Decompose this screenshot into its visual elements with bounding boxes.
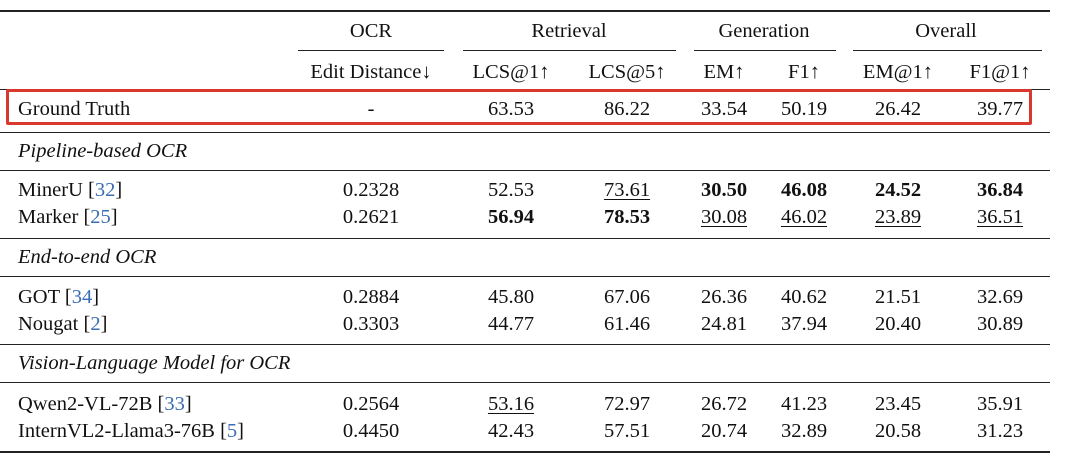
cell-lcs5: 72.97	[603, 393, 651, 415]
cell-f1: 37.94	[780, 313, 828, 335]
cell-lcs1: 44.77	[487, 313, 535, 335]
group-rule-retrieval	[463, 50, 676, 51]
subheader-f1: F1↑	[788, 61, 820, 83]
bottom-rule	[0, 451, 1050, 453]
group-header-ocr: OCR	[349, 20, 393, 42]
ground-truth-f1: 50.19	[780, 98, 828, 120]
group-rule-ocr	[298, 50, 444, 51]
cell-f11: 30.89	[976, 313, 1024, 335]
cell-lcs5: 67.06	[603, 286, 651, 308]
method-label: Marker	[18, 206, 79, 228]
cell-lcs5: 78.53	[603, 206, 651, 228]
subheader-edit-distance: Edit Distance↓	[310, 61, 432, 83]
cell-em1: 24.52	[874, 179, 922, 201]
method-name: InternVL2-Llama3-76B [5]	[18, 420, 244, 442]
cell-lcs1: 56.94	[487, 206, 535, 228]
cell-f11: 35.91	[976, 393, 1024, 415]
cell-em1: 23.89	[874, 206, 922, 228]
subheader-f11: F1@1↑	[969, 61, 1031, 83]
cell-edit-distance: 0.2884	[342, 286, 400, 308]
method-name: Nougat [2]	[18, 313, 108, 335]
citation-link[interactable]: 25	[90, 206, 111, 228]
citation-link[interactable]: 32	[94, 179, 116, 201]
method-label: GOT	[18, 286, 60, 308]
ground-truth-em1: 26.42	[874, 98, 922, 120]
group-rule-generation	[694, 50, 836, 51]
top-rule	[0, 10, 1050, 12]
cell-em: 30.50	[700, 179, 748, 201]
cell-f11: 31.23	[976, 420, 1024, 442]
cell-f1: 46.08	[780, 179, 828, 201]
ground-truth-label: Ground Truth	[18, 98, 131, 120]
section-rule	[0, 170, 1050, 171]
cell-em: 20.74	[700, 420, 748, 442]
cell-edit-distance: 0.2621	[342, 206, 400, 228]
group-rule-overall	[853, 50, 1042, 51]
cell-em: 26.72	[700, 393, 748, 415]
ground-truth-lcs5: 86.22	[603, 98, 651, 120]
method-name: MinerU [32]	[18, 179, 123, 201]
section-rule	[0, 344, 1050, 345]
cell-em1: 21.51	[874, 286, 922, 308]
section-title: Pipeline-based OCR	[18, 140, 188, 162]
ground-truth-highlight	[6, 89, 1032, 125]
group-header-overall: Overall	[915, 20, 977, 42]
cell-f11: 32.69	[976, 286, 1024, 308]
ground-truth-f11: 39.77	[976, 98, 1024, 120]
section-rule	[0, 276, 1050, 277]
cell-lcs1: 42.43	[487, 420, 535, 442]
citation-link[interactable]: 5	[226, 420, 238, 442]
method-name: Qwen2-VL-72B [33]	[18, 393, 192, 415]
cell-f1: 40.62	[780, 286, 828, 308]
cell-em: 30.08	[700, 206, 748, 228]
cell-em: 26.36	[700, 286, 748, 308]
cell-lcs5: 73.61	[603, 179, 651, 201]
cell-edit-distance: 0.2328	[342, 179, 400, 201]
cell-lcs1: 45.80	[487, 286, 535, 308]
ground-truth-edit-distance: -	[367, 98, 375, 120]
ground-truth-em: 33.54	[700, 98, 748, 120]
section-rule	[0, 382, 1050, 383]
ground-truth-lcs1: 63.53	[487, 98, 535, 120]
group-header-retrieval: Retrieval	[531, 20, 607, 42]
method-label: InternVL2-Llama3-76B	[18, 420, 215, 442]
cell-lcs5: 57.51	[603, 420, 651, 442]
method-label: Qwen2-VL-72B	[18, 393, 153, 415]
cell-lcs1: 52.53	[487, 179, 535, 201]
citation-link[interactable]: 33	[164, 393, 185, 415]
cell-lcs5: 61.46	[603, 313, 651, 335]
cell-em: 24.81	[700, 313, 748, 335]
group-header-generation: Generation	[718, 20, 810, 42]
method-label: MinerU	[18, 179, 83, 201]
subheader-em: EM↑	[703, 61, 745, 83]
cell-f1: 46.02	[780, 206, 828, 228]
method-label: Nougat	[18, 313, 79, 335]
cell-f11: 36.51	[976, 206, 1024, 228]
cell-lcs1: 53.16	[487, 393, 535, 415]
cell-f1: 32.89	[780, 420, 828, 442]
cell-em1: 20.58	[874, 420, 922, 442]
cell-edit-distance: 0.2564	[342, 393, 400, 415]
section-title: Vision-Language Model for OCR	[18, 352, 291, 374]
cell-edit-distance: 0.4450	[342, 420, 400, 442]
cell-edit-distance: 0.3303	[342, 313, 400, 335]
subheader-lcs5: LCS@5↑	[588, 61, 666, 83]
cell-f11: 36.84	[976, 179, 1024, 201]
method-name: GOT [34]	[18, 286, 100, 308]
section-title: End-to-end OCR	[18, 246, 157, 268]
citation-link[interactable]: 34	[71, 286, 93, 308]
subheader-em1: EM@1↑	[862, 61, 934, 83]
cell-em1: 23.45	[874, 393, 922, 415]
method-name: Marker [25]	[18, 206, 118, 228]
cell-em1: 20.40	[874, 313, 922, 335]
cell-f1: 41.23	[780, 393, 828, 415]
subheader-lcs1: LCS@1↑	[472, 61, 550, 83]
section-rule	[0, 238, 1050, 239]
section-rule	[0, 132, 1050, 133]
citation-link[interactable]: 2	[90, 313, 101, 335]
